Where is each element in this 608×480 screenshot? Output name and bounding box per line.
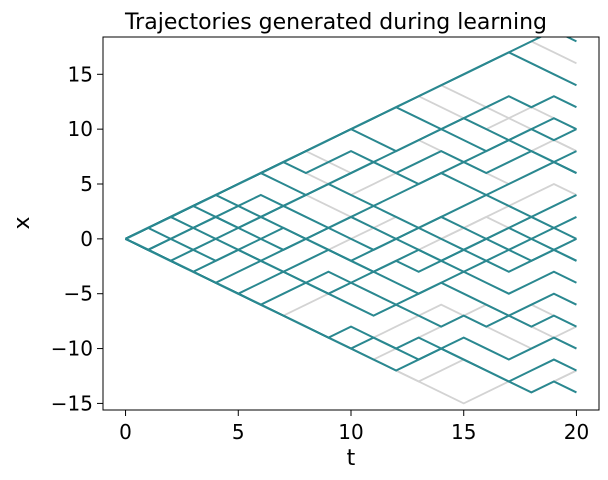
x-tick-label: 15 bbox=[451, 420, 476, 444]
y-tick-label: −10 bbox=[51, 337, 93, 361]
current-trajectory-1 bbox=[125, 51, 577, 240]
current-trajectory-4 bbox=[125, 139, 577, 240]
current-trajectory-19 bbox=[125, 226, 577, 273]
x-tick-label: 10 bbox=[338, 420, 363, 444]
current-trajectory-0 bbox=[125, 37, 577, 240]
past-trajectory-3 bbox=[125, 117, 577, 240]
x-tick-label: 5 bbox=[232, 420, 245, 444]
past-trajectory-9 bbox=[125, 238, 577, 361]
current-trajectory-5 bbox=[125, 160, 577, 240]
y-tick-label: 5 bbox=[80, 172, 93, 196]
y-tick-label: 15 bbox=[68, 62, 93, 86]
trajectory-layer bbox=[125, 37, 577, 405]
past-trajectory-0 bbox=[125, 51, 577, 240]
y-tick-label: 10 bbox=[68, 117, 93, 141]
current-trajectory-8 bbox=[125, 215, 577, 251]
past-trajectory-6 bbox=[125, 193, 577, 251]
past-trajectory-11 bbox=[125, 238, 577, 405]
current-trajectory-16 bbox=[125, 237, 577, 394]
x-tick-label: 0 bbox=[119, 420, 132, 444]
y-axis-label: x bbox=[10, 216, 35, 229]
y-tick-label: −5 bbox=[64, 282, 93, 306]
x-axis-label: t bbox=[347, 446, 356, 471]
chart-title: Trajectories generated during learning bbox=[124, 10, 547, 35]
y-tick-label: 0 bbox=[80, 227, 93, 251]
past-trajectory-7 bbox=[125, 215, 577, 273]
y-tick-label: −15 bbox=[51, 391, 93, 415]
plot-frame bbox=[102, 36, 600, 411]
current-trajectory-10 bbox=[125, 237, 577, 273]
tick-layer: 0 5 10 15 20 −15 −10 −5 0 5 10 15 bbox=[51, 62, 589, 444]
current-trajectory-9 bbox=[125, 226, 577, 262]
current-trajectory-11 bbox=[125, 237, 577, 295]
current-trajectory-14 bbox=[125, 237, 577, 361]
current-trajectory-3 bbox=[125, 117, 577, 240]
x-tick-label: 20 bbox=[564, 420, 589, 444]
current-trajectory-18 bbox=[125, 149, 577, 240]
